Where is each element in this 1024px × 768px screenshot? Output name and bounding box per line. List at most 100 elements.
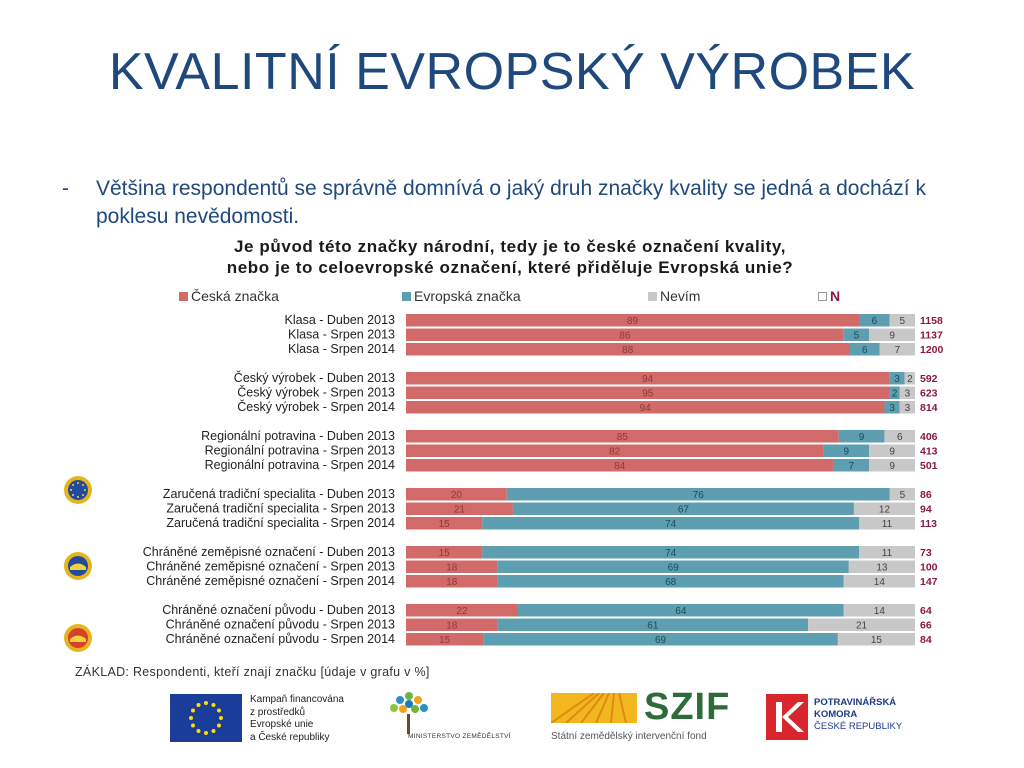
bar-value-label: 95 <box>642 389 654 400</box>
eu-funding-text: Kampaň financována z prostředků Evropské… <box>250 694 344 744</box>
bar-value-label: 7 <box>849 461 855 472</box>
bar-value-label: 2 <box>892 389 898 400</box>
bar-dontknow <box>869 444 915 457</box>
pdo-badge-icon <box>64 624 92 652</box>
bar-value-label: 9 <box>889 447 895 458</box>
bar-dontknow <box>837 633 915 646</box>
eu-text-line: z prostředků <box>250 706 306 718</box>
bar-value-label: 7 <box>895 345 901 356</box>
n-value: 1137 <box>920 330 943 342</box>
bar-value-label: 18 <box>446 621 458 632</box>
legend-label-dontknow: Nevím <box>660 288 701 304</box>
bar-value-label: 15 <box>439 548 451 559</box>
potravinarska-komora-logo <box>766 694 808 740</box>
bar-european <box>859 314 890 327</box>
bar-value-label: 85 <box>617 432 629 443</box>
bar-czech <box>406 618 498 631</box>
row-label: Chráněné zeměpisné označení - Srpen 2013 <box>146 560 395 574</box>
bar-value-label: 88 <box>622 345 634 356</box>
bar-value-label: 3 <box>905 403 911 414</box>
bar-value-label: 5 <box>854 331 860 342</box>
bar-value-label: 67 <box>678 505 690 516</box>
bar-value-label: 18 <box>446 577 458 588</box>
basis-note: ZÁKLAD: Respondenti, kteří znají značku … <box>75 665 430 679</box>
row-label: Chráněné zeměpisné označení - Duben 2013 <box>143 545 395 559</box>
row-label: Regionální potravina - Srpen 2014 <box>205 458 395 472</box>
pk-text-line: ČESKÉ REPUBLIKY <box>814 721 903 732</box>
bar-dontknow <box>879 343 915 356</box>
bar-czech <box>406 372 890 385</box>
bar-value-label: 6 <box>871 316 877 327</box>
bar-value-label: 94 <box>642 374 654 385</box>
bar-dontknow <box>869 328 915 341</box>
n-value: 100 <box>920 562 938 574</box>
bar-dontknow <box>889 488 915 501</box>
row-label: Klasa - Duben 2013 <box>285 313 396 327</box>
n-value: 406 <box>920 431 938 443</box>
bar-value-label: 15 <box>439 635 451 646</box>
bar-european <box>497 560 849 573</box>
n-value: 814 <box>920 402 938 414</box>
szif-field-icon <box>551 693 637 723</box>
bar-czech <box>406 604 518 617</box>
bar-value-label: 89 <box>627 316 639 327</box>
bar-value-label: 11 <box>882 519 893 530</box>
bar-value-label: 12 <box>879 505 891 516</box>
bar-value-label: 5 <box>900 490 906 501</box>
bar-value-label: 15 <box>871 635 883 646</box>
bar-european <box>497 575 844 588</box>
n-value: 147 <box>920 576 938 588</box>
legend-item-n: N <box>818 288 840 304</box>
eu-text-line: Evropské unie <box>250 719 314 730</box>
bar-value-label: 22 <box>456 606 468 617</box>
bullet-dash: - <box>62 177 69 200</box>
legend-label-european: Evropská značka <box>414 288 521 304</box>
bar-european <box>889 386 900 399</box>
n-value: 113 <box>920 518 937 530</box>
bar-dontknow <box>899 401 915 414</box>
row-label: Zaručená tradiční specialita - Duben 201… <box>163 487 395 501</box>
bar-dontknow <box>869 459 915 472</box>
n-value: 1158 <box>920 315 943 327</box>
bar-european <box>833 459 870 472</box>
bar-czech <box>406 314 860 327</box>
bar-czech <box>406 430 839 443</box>
szif-wordmark: SZIF <box>644 686 731 728</box>
n-value: 66 <box>920 620 932 632</box>
row-label: Regionální potravina - Srpen 2013 <box>205 444 395 458</box>
bar-czech <box>406 401 885 414</box>
bar-value-label: 21 <box>454 505 466 516</box>
n-value: 501 <box>920 460 938 472</box>
bar-value-label: 9 <box>844 447 850 458</box>
row-label: Klasa - Srpen 2013 <box>288 328 395 342</box>
row-label: Český výrobek - Srpen 2014 <box>237 399 395 414</box>
slide-title: KVALITNÍ EVROPSKÝ VÝROBEK <box>108 43 916 101</box>
row-label: Klasa - Srpen 2014 <box>288 342 395 356</box>
legend-swatch-dontknow <box>648 292 657 301</box>
bar-value-label: 64 <box>675 606 687 617</box>
pk-text-line: POTRAVINÁŘSKÁ <box>814 697 897 708</box>
bar-value-label: 69 <box>668 563 680 574</box>
bar-value-label: 6 <box>862 345 868 356</box>
bar-european <box>497 618 809 631</box>
bar-value-label: 5 <box>899 316 905 327</box>
bar-european <box>823 444 870 457</box>
bar-european <box>849 343 880 356</box>
bar-european <box>889 372 905 385</box>
n-value: 86 <box>920 489 932 501</box>
bar-european <box>843 328 870 341</box>
bar-european <box>483 633 838 646</box>
bullet-point: - Většina respondentů se správně domnívá… <box>62 175 942 231</box>
bar-value-label: 14 <box>874 577 886 588</box>
row-label: Český výrobek - Srpen 2013 <box>237 385 395 400</box>
n-value: 84 <box>920 634 932 646</box>
bar-european <box>512 502 854 515</box>
eu-text-line: a České republiky <box>250 731 330 743</box>
szif-subtitle: Státní zemědělský intervenční fond <box>551 731 707 742</box>
pk-text-line: KOMORA <box>814 709 858 720</box>
row-label: Zaručená tradiční specialita - Srpen 201… <box>166 516 395 530</box>
n-value: 64 <box>920 605 932 617</box>
bar-european <box>506 488 890 501</box>
ministry-text: MINISTERSTVO ZEMĚDĚLSTVÍ <box>408 733 511 740</box>
